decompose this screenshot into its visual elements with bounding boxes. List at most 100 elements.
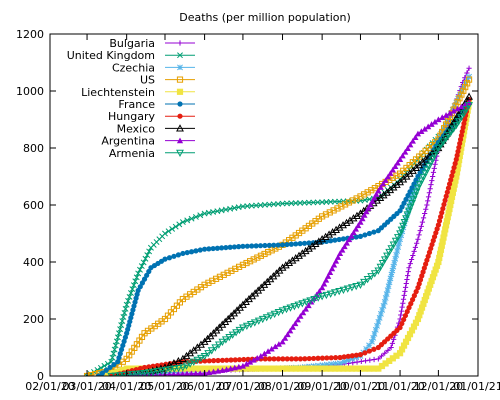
data-point <box>430 238 436 244</box>
data-point <box>447 201 454 209</box>
data-point <box>453 173 460 180</box>
data-point <box>184 217 191 224</box>
data-point <box>175 252 181 258</box>
data-point <box>450 169 456 175</box>
data-point <box>451 181 458 188</box>
data-point <box>443 193 449 199</box>
data-point <box>246 358 254 365</box>
data-point <box>334 254 342 260</box>
data-point <box>417 177 426 185</box>
data-point <box>458 103 465 110</box>
data-point <box>400 300 406 306</box>
data-point <box>366 348 373 354</box>
data-point <box>239 362 247 369</box>
data-point <box>436 218 443 224</box>
data-point <box>177 64 183 71</box>
data-point <box>179 370 186 376</box>
data-point <box>391 259 398 266</box>
data-point <box>292 365 299 372</box>
data-point <box>301 365 308 372</box>
data-point <box>439 138 448 146</box>
data-point <box>386 279 393 286</box>
data-point <box>328 355 334 361</box>
data-point <box>192 214 199 220</box>
data-point <box>392 163 399 169</box>
data-point <box>328 361 335 368</box>
data-point <box>175 371 181 376</box>
data-point <box>336 250 344 257</box>
data-point <box>138 263 145 270</box>
data-point <box>268 247 275 254</box>
data-point <box>337 360 343 367</box>
data-point <box>284 356 290 362</box>
data-point <box>125 297 132 304</box>
data-point <box>378 353 385 359</box>
x-tick-label: 04/01/20 <box>102 380 151 393</box>
data-point <box>357 193 364 200</box>
data-point <box>287 327 294 334</box>
data-point <box>188 365 195 372</box>
data-point <box>197 354 205 363</box>
data-point <box>387 275 394 282</box>
data-point <box>297 313 304 319</box>
data-point <box>438 214 444 220</box>
data-point <box>284 241 290 248</box>
data-point <box>177 40 183 46</box>
data-point <box>294 316 301 323</box>
data-point <box>289 324 296 330</box>
data-point <box>310 365 317 372</box>
data-point <box>220 271 227 278</box>
data-point <box>161 366 170 375</box>
data-point <box>275 356 282 362</box>
data-point <box>416 312 423 319</box>
data-point <box>210 368 217 375</box>
data-point <box>197 370 204 376</box>
data-point <box>446 205 453 213</box>
data-point <box>232 265 239 272</box>
data-point <box>417 277 424 283</box>
data-point <box>126 293 133 300</box>
data-point <box>363 276 372 284</box>
data-point <box>448 197 455 205</box>
data-point <box>297 356 304 362</box>
data-point <box>322 211 330 218</box>
data-point <box>339 286 348 295</box>
data-point <box>288 241 294 247</box>
data-point <box>445 210 452 217</box>
data-point <box>409 193 416 200</box>
y-tick-label: 600 <box>23 199 44 212</box>
data-point <box>144 272 150 278</box>
data-point <box>294 301 303 309</box>
data-point <box>311 355 317 362</box>
data-point <box>162 230 168 237</box>
data-point <box>402 312 409 319</box>
data-point <box>186 360 195 368</box>
legend-label: Bulgaria <box>109 37 155 50</box>
data-point <box>423 206 429 212</box>
data-point <box>316 288 323 294</box>
data-point <box>379 306 386 313</box>
data-point <box>254 254 261 261</box>
data-point <box>250 356 257 363</box>
data-point <box>446 181 453 187</box>
data-point <box>319 355 326 361</box>
data-point <box>330 261 338 268</box>
data-point <box>319 365 326 372</box>
data-point <box>357 233 364 239</box>
legend-label: Liechtenstein <box>81 86 155 99</box>
data-point <box>242 322 251 330</box>
legend-item: United Kingdom <box>67 49 195 62</box>
legend-item: Argentina <box>101 135 195 148</box>
data-point <box>409 297 416 303</box>
data-point <box>439 238 446 245</box>
x-tick-label: 02/01/20 <box>25 380 74 393</box>
data-point <box>238 324 247 332</box>
data-point <box>414 240 420 246</box>
data-point <box>302 298 311 307</box>
data-point <box>359 215 366 222</box>
data-point <box>279 338 286 345</box>
data-point <box>326 269 334 276</box>
data-point <box>361 212 368 218</box>
data-point <box>417 228 423 234</box>
data-point <box>174 364 183 373</box>
